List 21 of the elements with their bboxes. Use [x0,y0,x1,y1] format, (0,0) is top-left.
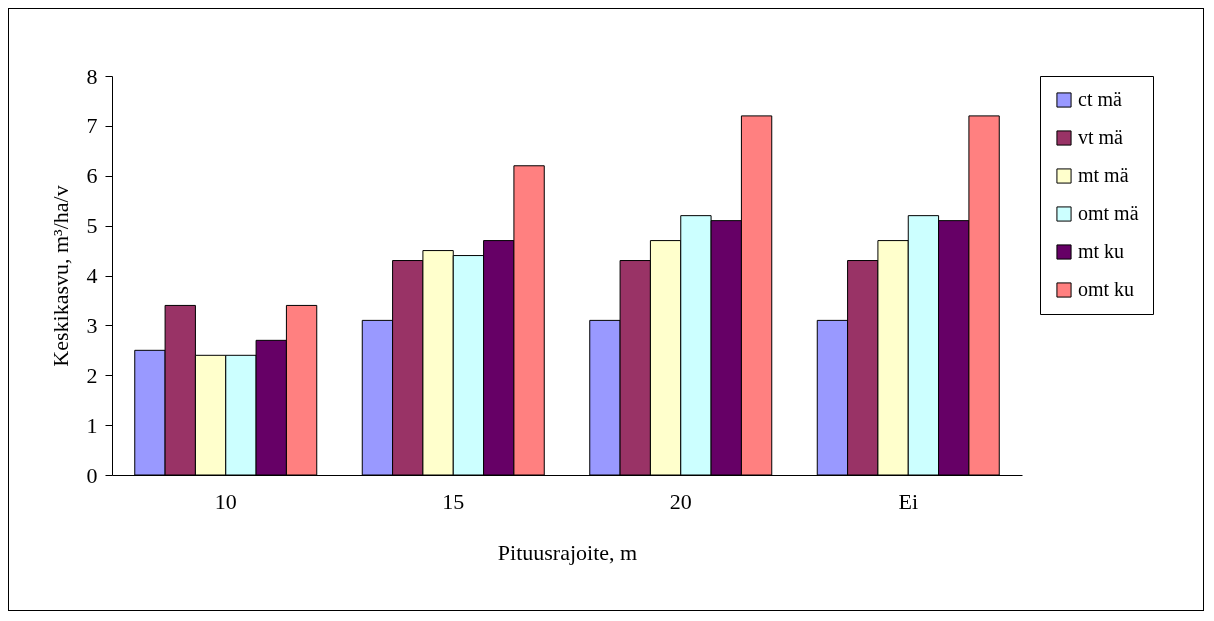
legend-label: ct mä [1078,88,1122,110]
x-axis-title: Pituusrajoite, m [497,539,638,565]
legend-label: vt mä [1078,126,1124,148]
y-tick-label: 8 [86,63,98,89]
y-tick-label: 1 [86,412,98,438]
y-tick-label: 7 [86,113,98,139]
x-tick-label: 20 [669,488,692,514]
legend-label: mt mä [1078,164,1129,186]
y-tick-label: 3 [86,312,98,338]
y-tick-label: 5 [86,213,98,239]
y-tick-label: 6 [86,163,98,189]
legend-label: omt ku [1078,278,1135,300]
legend-label: omt mä [1078,202,1139,224]
y-tick-label: 2 [86,362,98,388]
x-tick-label: 10 [214,488,237,514]
y-tick-label: 4 [86,263,98,288]
legend-label: mt ku [1078,240,1125,262]
x-tick-label: Ei [898,488,919,514]
x-tick-label: 15 [442,488,465,514]
y-axis-title: Keskikasvu, m³/ha/v [47,185,73,367]
y-tick-label: 0 [86,462,98,488]
